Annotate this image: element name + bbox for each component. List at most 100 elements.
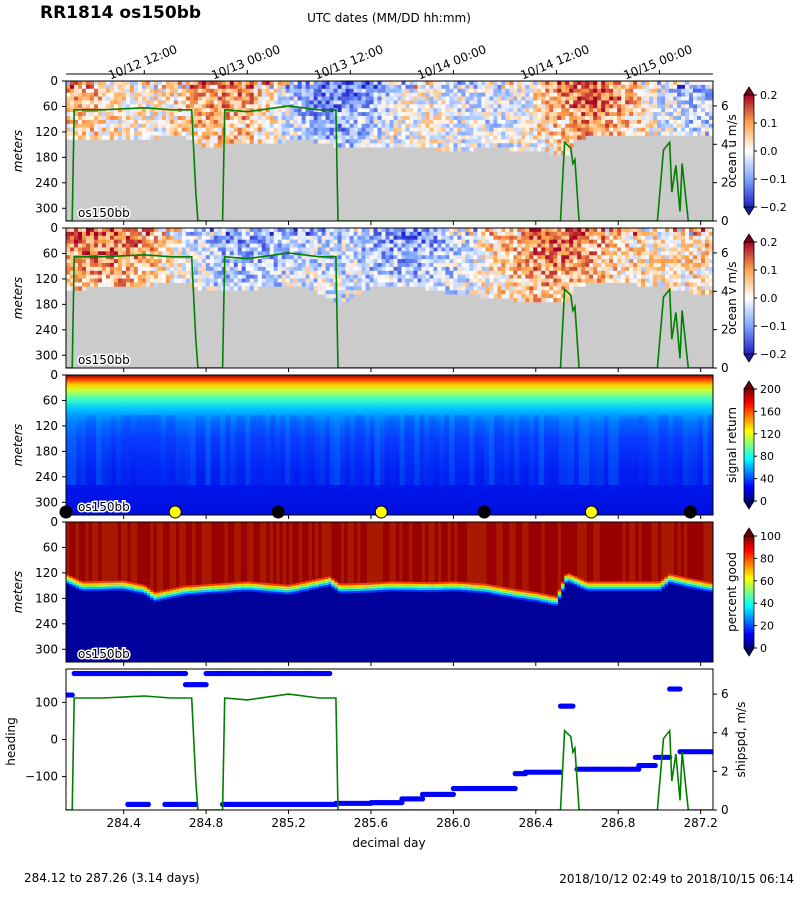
velocity-cell [93, 119, 99, 125]
velocity-cell [389, 255, 394, 260]
velocity-cell [245, 259, 251, 264]
velocity-cell [581, 239, 586, 244]
velocity-cell [401, 263, 406, 268]
velocity-cell [85, 131, 91, 136]
velocity-cell [409, 239, 414, 244]
velocity-cell [341, 255, 346, 260]
velocity-cell [481, 116, 486, 121]
velocity-cell [325, 274, 330, 279]
velocity-cell [557, 104, 562, 109]
velocity-cell [701, 84, 706, 90]
velocity-cell [66, 239, 71, 244]
velocity-cell [117, 135, 123, 140]
velocity-cell [457, 263, 462, 268]
velocity-cell [445, 123, 450, 129]
velocity-cell [441, 286, 446, 291]
velocity-cell [613, 116, 618, 121]
velocity-cell [309, 123, 315, 129]
velocity-cell [125, 228, 131, 233]
velocity-cell [129, 251, 135, 256]
velocity-cell [133, 84, 139, 90]
velocity-cell [137, 123, 143, 129]
velocity-cell [621, 247, 626, 252]
velocity-cell [125, 135, 131, 140]
velocity-cell [381, 131, 386, 136]
velocity-cell [445, 139, 450, 144]
velocity-cell [497, 88, 502, 94]
velocity-cell [669, 131, 674, 136]
velocity-cell [321, 96, 326, 101]
velocity-cell [249, 139, 255, 144]
velocity-cell [341, 135, 346, 140]
velocity-cell [485, 251, 490, 256]
velocity-cell [705, 100, 710, 105]
velocity-cell [633, 104, 638, 109]
velocity-cell [233, 263, 239, 268]
velocity-cell [385, 131, 390, 136]
velocity-cell [617, 81, 622, 86]
velocity-cell [277, 235, 283, 241]
velocity-cell [373, 143, 378, 148]
velocity-cell [653, 228, 658, 233]
velocity-cell [433, 259, 438, 264]
velocity-cell [193, 88, 199, 94]
velocity-cell [621, 270, 626, 276]
velocity-cell [313, 231, 319, 237]
velocity-cell [277, 108, 283, 113]
velocity-cell [413, 143, 418, 148]
velocity-cell [629, 274, 634, 279]
velocity-cell [113, 92, 119, 97]
velocity-cell [385, 243, 390, 248]
velocity-cell [541, 235, 546, 241]
velocity-cell [137, 278, 143, 283]
velocity-cell [341, 251, 346, 256]
velocity-cell [441, 92, 446, 97]
velocity-cell [193, 263, 199, 268]
velocity-cell [605, 131, 610, 136]
velocity-cell [617, 123, 622, 129]
velocity-cell [501, 231, 506, 237]
velocity-cell [249, 243, 255, 248]
velocity-cell [313, 255, 319, 260]
velocity-cell [353, 278, 358, 283]
velocity-cell [101, 259, 107, 264]
velocity-cell [149, 88, 155, 94]
velocity-cell [173, 247, 179, 252]
velocity-cell [461, 81, 466, 86]
velocity-cell [193, 251, 199, 256]
velocity-cell [381, 112, 386, 117]
velocity-cell [269, 96, 275, 101]
velocity-cell [561, 96, 566, 101]
velocity-cell [381, 239, 386, 244]
velocity-cell [697, 112, 702, 117]
velocity-cell [69, 88, 75, 94]
velocity-cell [89, 123, 95, 129]
velocity-cell [441, 247, 446, 252]
velocity-cell [341, 298, 346, 303]
velocity-cell [305, 135, 311, 140]
velocity-cell [81, 231, 87, 237]
velocity-cell [617, 263, 622, 268]
velocity-cell [66, 266, 71, 272]
velocity-cell [505, 104, 510, 109]
velocity-cell [281, 112, 287, 117]
velocity-cell [613, 104, 618, 109]
velocity-cell [609, 112, 614, 117]
velocity-cell [233, 112, 239, 117]
velocity-cell [157, 88, 163, 94]
velocity-cell [205, 143, 211, 148]
velocity-cell [225, 243, 231, 248]
velocity-cell [205, 84, 211, 90]
velocity-cell [377, 251, 382, 256]
velocity-cell [637, 119, 642, 125]
velocity-cell [425, 131, 430, 136]
velocity-cell [669, 92, 674, 97]
velocity-cell [329, 282, 334, 287]
velocity-cell [149, 127, 155, 132]
velocity-cell [201, 123, 207, 129]
velocity-cell [145, 263, 151, 268]
velocity-cell [441, 274, 446, 279]
velocity-cell [77, 84, 83, 90]
velocity-cell [641, 100, 646, 105]
velocity-cell [149, 116, 155, 121]
